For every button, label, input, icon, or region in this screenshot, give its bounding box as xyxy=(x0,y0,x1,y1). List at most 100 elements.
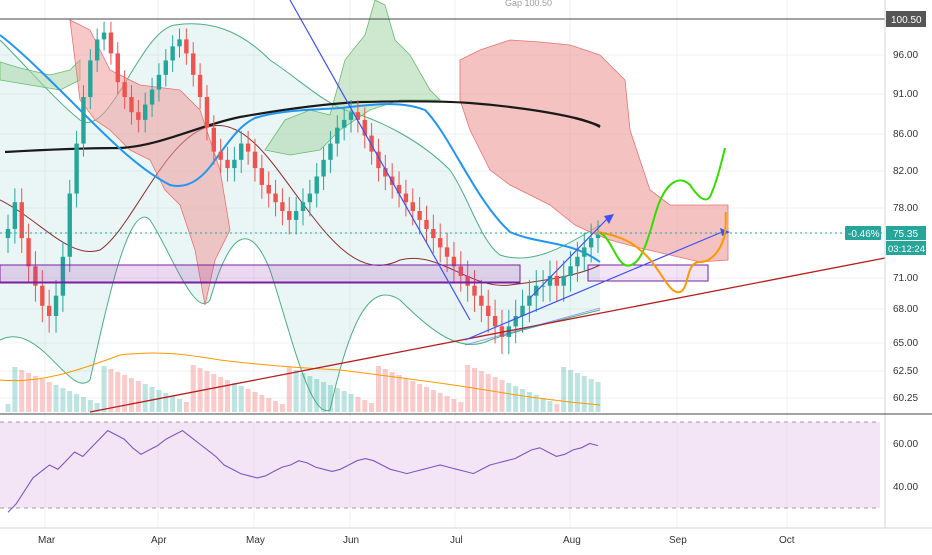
gap-level-badge xyxy=(886,11,926,27)
volume-bar xyxy=(574,373,580,412)
candle-body xyxy=(225,159,230,169)
volume-bar xyxy=(197,368,203,412)
volume-bar xyxy=(142,384,148,412)
candle-body xyxy=(245,143,251,152)
volume-bar xyxy=(403,378,409,412)
candle-body xyxy=(506,326,512,337)
volume-bar xyxy=(554,404,560,412)
candle-body xyxy=(396,184,402,194)
candle-body xyxy=(136,112,141,120)
candle-body xyxy=(88,60,93,98)
candle-body xyxy=(335,127,340,144)
projection-green xyxy=(597,147,726,267)
volume-bar xyxy=(533,395,539,412)
volume-bar xyxy=(60,388,66,412)
candle-body xyxy=(143,104,148,120)
candle-body xyxy=(438,238,443,248)
volume-bar xyxy=(526,392,532,412)
volume-bar xyxy=(540,398,546,412)
candle-body xyxy=(492,316,498,327)
volume-bar xyxy=(520,389,526,412)
candle-body xyxy=(108,32,114,54)
volume-bar xyxy=(307,376,313,412)
candle-body xyxy=(204,97,210,128)
volume-bar xyxy=(108,369,114,412)
candle-body xyxy=(67,193,72,257)
rsi-line xyxy=(7,429,599,513)
trend-line-blue-lower xyxy=(464,307,601,346)
trend-line-blue-short xyxy=(529,217,609,299)
projection-orange xyxy=(597,211,727,294)
candle-body xyxy=(355,112,361,120)
trend-line-blue-down xyxy=(289,0,471,321)
gap-level-text: 100.50 xyxy=(891,15,922,26)
support-zone-right xyxy=(587,264,709,282)
time-label: Jun xyxy=(343,535,359,546)
candle-body xyxy=(33,266,38,286)
candle-body xyxy=(410,202,415,212)
candle-body xyxy=(300,202,306,212)
candle-body xyxy=(547,275,553,286)
candle-body xyxy=(369,135,374,152)
volume-bar xyxy=(396,375,402,412)
volume-bar xyxy=(122,375,128,412)
candle-body xyxy=(328,143,333,160)
price-scale[interactable]: 96.00 91.00 86.00 82.00 78.00 71.00 68.0… xyxy=(893,50,918,404)
ma-blue xyxy=(0,34,601,263)
volume-bar xyxy=(46,382,52,412)
candle-body xyxy=(156,74,162,90)
volume-bar xyxy=(327,385,333,412)
candle-body xyxy=(129,97,134,113)
candle-body xyxy=(314,176,319,194)
candle-body xyxy=(424,219,429,229)
price-tick: 68.00 xyxy=(893,304,918,315)
candle-body xyxy=(568,266,573,276)
settings-corner[interactable] xyxy=(886,529,932,550)
volume-bar xyxy=(273,401,279,412)
volume-bar xyxy=(259,395,265,412)
volume-bar xyxy=(547,401,553,412)
candle-body xyxy=(252,151,258,169)
volume-bar xyxy=(5,404,11,412)
candle-body xyxy=(19,202,24,239)
volume-bar xyxy=(80,397,86,412)
candle-body xyxy=(307,193,313,203)
candle-body xyxy=(575,256,580,267)
candle-body xyxy=(486,305,491,317)
volume-bar xyxy=(87,400,93,412)
volume-bar xyxy=(375,366,381,412)
time-label: Apr xyxy=(151,535,167,546)
volume-bar xyxy=(458,402,464,412)
candle-body xyxy=(341,119,347,128)
volume-bar xyxy=(513,386,519,412)
volume-bar xyxy=(485,374,491,412)
volume-bar xyxy=(266,398,272,412)
volume-bar xyxy=(231,383,237,412)
volume-bar xyxy=(430,390,436,412)
volume-bar xyxy=(382,369,388,412)
volume-bar xyxy=(369,403,375,412)
volume-bar xyxy=(581,376,587,412)
volume-bar xyxy=(423,387,429,412)
time-label: May xyxy=(246,535,265,546)
candle-body xyxy=(458,266,463,276)
volume-bar xyxy=(417,384,423,412)
candle-body xyxy=(540,285,546,287)
volume-bar xyxy=(94,403,100,412)
volume-bar xyxy=(286,367,292,412)
candle-body xyxy=(582,247,587,257)
candle-body xyxy=(588,238,594,248)
time-axis[interactable]: Mar Apr May Jun Jul Aug Sep Oct xyxy=(38,535,795,546)
volume-bar xyxy=(128,378,134,412)
price-tick: 78.00 xyxy=(893,203,918,214)
candle-body xyxy=(191,53,196,75)
candle-body xyxy=(170,46,175,61)
volume-bar xyxy=(204,371,210,412)
candle-body xyxy=(46,305,52,317)
candle-body xyxy=(513,316,518,327)
volume-bar xyxy=(19,370,25,412)
price-tick: 71.00 xyxy=(893,273,918,284)
time-label: Aug xyxy=(563,535,581,546)
